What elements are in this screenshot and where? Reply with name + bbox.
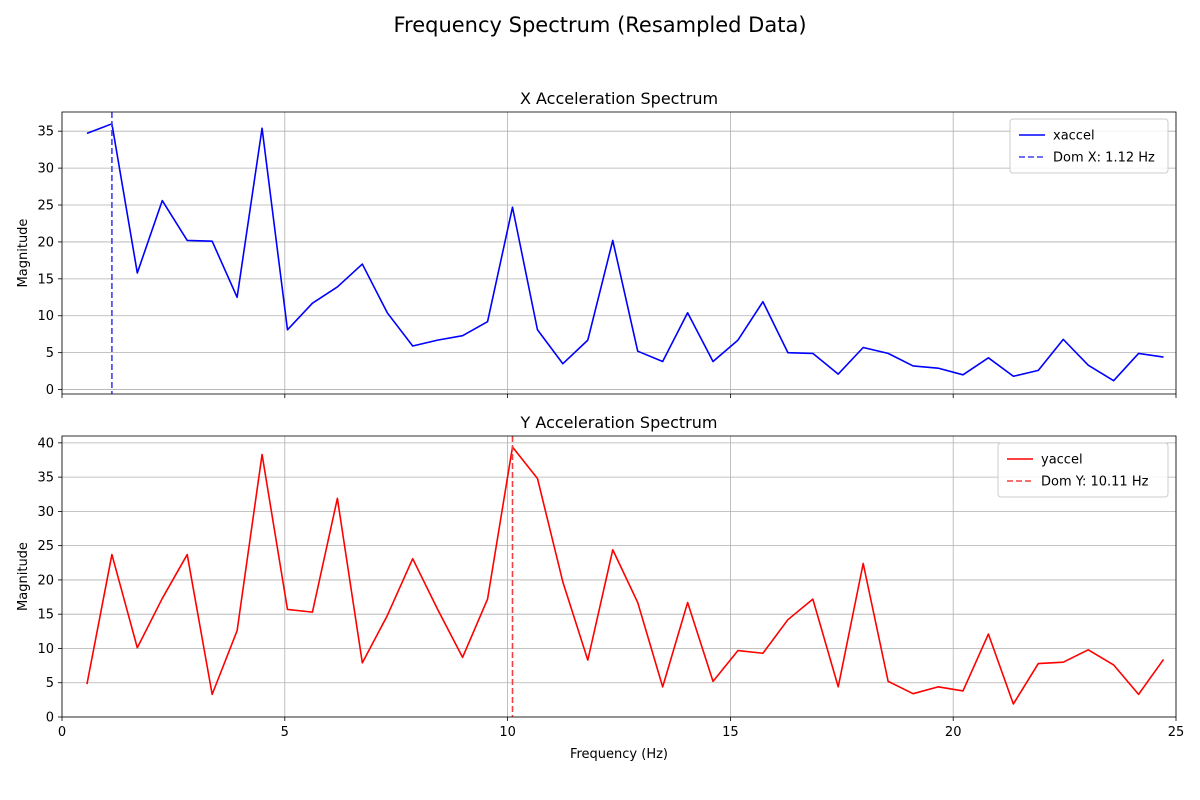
y-tick-label: 30: [37, 505, 54, 520]
x-axis-label: Frequency (Hz): [570, 747, 668, 762]
subplot-title: X Acceleration Spectrum: [520, 89, 718, 108]
y-tick-label: 15: [37, 272, 54, 287]
series-line-xaccel: [86, 123, 1164, 382]
y-tick-label: 20: [37, 573, 54, 588]
axes-frame: [61, 111, 1177, 395]
y-tick-label: 30: [37, 162, 54, 177]
y-axis-label: Magnitude: [16, 219, 31, 288]
y-tick-label: 20: [37, 235, 54, 250]
figure-suptitle: Frequency Spectrum (Resampled Data): [393, 13, 806, 37]
y-tick-label: 5: [46, 676, 54, 691]
x-tick-label: 10: [499, 725, 516, 740]
legend: xaccel Dom X: 1.12 Hz: [1009, 118, 1169, 174]
legend-label: Dom X: 1.12 Hz: [1053, 151, 1155, 166]
subplot-title: Y Acceleration Spectrum: [520, 413, 718, 432]
x-tick-label: 25: [1168, 725, 1185, 740]
y-axis-label: Magnitude: [16, 542, 31, 611]
legend-label: xaccel: [1053, 129, 1095, 144]
y-tick-label: 0: [46, 711, 54, 726]
x-tick-label: 20: [945, 725, 962, 740]
axes-frame: [61, 435, 1177, 718]
y-tick-label: 15: [37, 608, 54, 623]
series-line-yaccel: [86, 446, 1165, 705]
legend-label: Dom Y: 10.11 Hz: [1041, 475, 1149, 490]
x-tick-label: 0: [58, 725, 66, 740]
y-tick-label: 35: [37, 125, 54, 140]
x-tick-label: 5: [281, 725, 289, 740]
legend: yaccel Dom Y: 10.11 Hz: [997, 442, 1169, 498]
x-tick-label: 15: [722, 725, 739, 740]
y-tick-label: 0: [46, 383, 54, 398]
y-acceleration-panel: 0 5 10 15 20 25 0 5 10 15 20 25 30 35 40 Y Acceleration…: [16, 413, 1184, 762]
y-tick-label: 25: [37, 199, 54, 214]
y-tick-label: 10: [37, 642, 54, 657]
legend-box: [1009, 118, 1169, 174]
legend-label: yaccel: [1041, 453, 1083, 468]
y-tick-label: 25: [37, 539, 54, 554]
grid: [61, 112, 1177, 394]
legend-box: [997, 442, 1169, 498]
y-tick-label: 5: [46, 346, 54, 361]
y-tick-label: 40: [37, 436, 54, 451]
y-tick-label: 10: [37, 309, 54, 324]
x-acceleration-panel: 0 5 10 15 20 25 30 35 X Acceleration Spectrum Mag…: [16, 89, 1177, 398]
y-tick-label: 35: [37, 471, 54, 486]
